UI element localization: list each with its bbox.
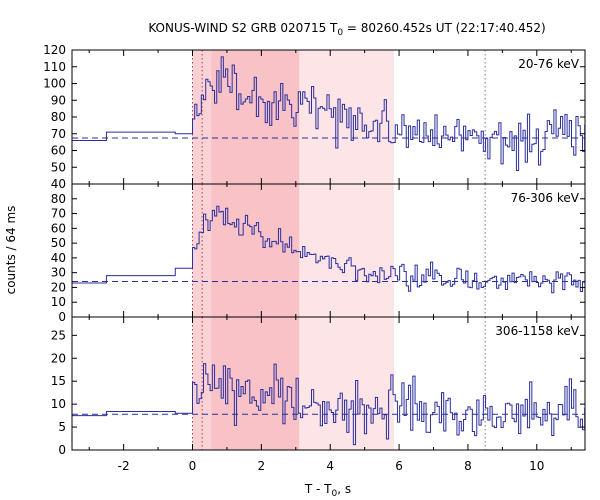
y-tick-label: 70 — [51, 127, 66, 141]
y-tick-label: 30 — [51, 266, 66, 280]
y-tick-label: 15 — [51, 374, 66, 388]
chart-title-prefix: KONUS-WIND S2 GRB 020715 T — [148, 21, 338, 35]
y-tick-label: 10 — [51, 295, 66, 309]
y-tick-label: 120 — [43, 43, 66, 57]
y-tick-label: 40 — [51, 251, 66, 265]
y-tick-label: 40 — [51, 177, 66, 191]
y-tick-label: 100 — [43, 77, 66, 91]
x-axis-label: T - T0, s — [304, 482, 351, 499]
panel-frame — [71, 316, 586, 451]
x-tick-label: 6 — [395, 459, 403, 473]
shaded-subinterval — [211, 184, 300, 317]
shaded-interval-2 — [299, 184, 394, 317]
chart-title-subscript: 0 — [337, 28, 343, 38]
energy-band-label: 76-306 keV — [511, 191, 580, 205]
x-tick-label: 4 — [326, 459, 334, 473]
chart-title-suffix: = 80260.452s UT (22:17:40.452) — [343, 21, 546, 35]
energy-band-label: 306-1158 keV — [495, 324, 579, 338]
energy-band-label: 20-76 keV — [518, 57, 580, 71]
y-tick-label: 60 — [51, 221, 66, 235]
x-tick-label: 8 — [464, 459, 472, 473]
x-axis-label-subscript: 0 — [332, 489, 338, 499]
y-tick-label: 80 — [51, 192, 66, 206]
y-tick-label: 50 — [51, 236, 66, 250]
x-tick-label: 0 — [189, 459, 197, 473]
y-tick-label: 20 — [51, 351, 66, 365]
shaded-subinterval — [211, 50, 300, 184]
y-tick-label: 60 — [51, 144, 66, 158]
panel-3: 0 5 10 15 20 25 306-1158 keV — [51, 316, 586, 457]
light-curve-series — [72, 205, 586, 294]
y-tick-label: 0 — [58, 310, 66, 324]
light-curve-series — [72, 56, 586, 171]
light-curve-series — [72, 363, 586, 446]
y-tick-label: 70 — [51, 207, 66, 221]
x-axis-label-prefix: T - T — [304, 482, 332, 496]
y-tick-label: 20 — [51, 280, 66, 294]
x-axis-label-suffix: , s — [337, 482, 351, 496]
y-tick-label: 5 — [58, 420, 66, 434]
y-tick-label: 90 — [51, 93, 66, 107]
shaded-subinterval — [211, 317, 300, 450]
y-tick-label: 0 — [58, 443, 66, 457]
y-tick-label: 110 — [43, 60, 66, 74]
x-tick-label: -2 — [118, 459, 130, 473]
y-axis-label: counts / 64 ms — [4, 206, 18, 295]
x-tick-label: 10 — [529, 459, 544, 473]
y-tick-label: 50 — [51, 160, 66, 174]
y-tick-label: 80 — [51, 110, 66, 124]
y-tick-label: 10 — [51, 397, 66, 411]
panel-1: 40 50 60 70 80 90 100 110 120 20-76 keV — [43, 43, 586, 191]
y-tick-label: 25 — [51, 328, 66, 342]
x-tick-label: 2 — [258, 459, 266, 473]
chart-title: KONUS-WIND S2 GRB 020715 T0 = 80260.452s… — [148, 21, 545, 38]
